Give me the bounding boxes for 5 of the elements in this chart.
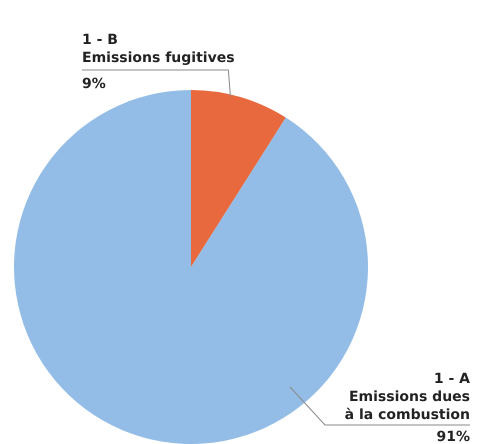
pie-slice [191,90,286,267]
data-label: 91% [436,429,470,444]
slice-label: 1 - B Emissions fugitives [82,32,235,66]
data-label: 9% [82,76,106,92]
slice-label: 1 - A Emissions dues à la combustion [344,371,470,423]
